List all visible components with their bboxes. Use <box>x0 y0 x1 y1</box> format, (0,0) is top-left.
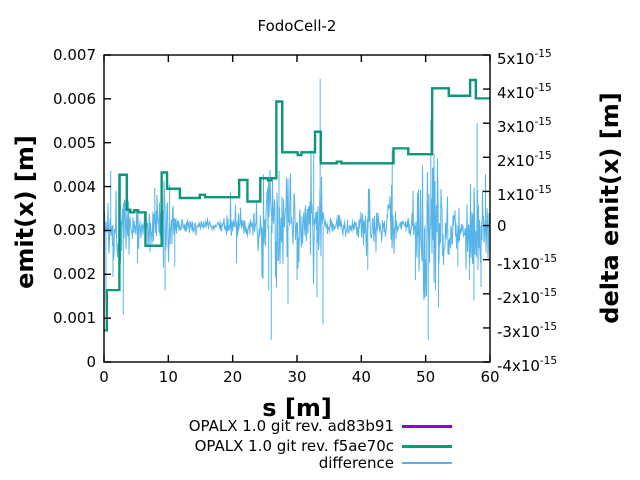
legend-label: difference <box>318 454 394 472</box>
x-tick-label: 0 <box>99 368 109 386</box>
legend-item-f5ae70c: OPALX 1.0 git rev. f5ae70c <box>100 437 452 455</box>
x-axis-label: s [m] <box>262 394 332 422</box>
y-right-tick-label: -3x10-15 <box>497 320 558 341</box>
y-right-tick-label: -1x10-15 <box>497 252 558 273</box>
x-tick-label: 50 <box>416 368 436 386</box>
y-right-tick-label: -2x10-15 <box>497 286 558 307</box>
legend-line-sample-teal <box>402 445 452 448</box>
x-tick-label: 20 <box>223 368 243 386</box>
x-tick-label: 40 <box>351 368 371 386</box>
legend-item-ad83b91: OPALX 1.0 git rev. ad83b91 <box>100 417 452 435</box>
legend-label: OPALX 1.0 git rev. ad83b91 <box>188 417 394 435</box>
y-right-tick-label: 5x10-15 <box>497 48 552 68</box>
y-left-tick-label: 0.007 <box>53 46 96 64</box>
y-left-tick-label: 0.003 <box>53 221 96 240</box>
chart-title: FodoCell-2 <box>257 17 337 35</box>
y-right-tick-label: 1x10-15 <box>497 184 552 205</box>
y-right-tick-label: 2x10-15 <box>497 150 552 171</box>
y-right-axis-label: delta emit(x) [m] <box>596 92 624 324</box>
legend-label: OPALX 1.0 git rev. f5ae70c <box>194 437 394 455</box>
legend-line-sample-purple <box>402 425 452 428</box>
y-left-tick-label: 0.002 <box>53 265 96 284</box>
y-right-tick-label: 3x10-15 <box>497 116 552 137</box>
x-tick-label: 60 <box>480 368 500 386</box>
y-left-tick-label: 0.005 <box>53 133 96 152</box>
x-tick-label: 10 <box>158 368 178 386</box>
legend-line-sample-blue <box>402 462 452 464</box>
y-left-tick-label: 0.004 <box>53 177 96 196</box>
y-right-tick-label: 0 <box>497 216 507 235</box>
y-left-tick-label: 0 <box>86 353 96 371</box>
x-tick-label: 30 <box>287 368 307 386</box>
y-right-tick-label: 4x10-15 <box>497 82 552 103</box>
y-right-tick-label: -4x10-15 <box>497 355 558 375</box>
y-left-tick-label: 0.001 <box>53 309 96 328</box>
legend-item-difference: difference <box>100 454 452 472</box>
y-left-tick-label: 0.006 <box>53 89 96 108</box>
